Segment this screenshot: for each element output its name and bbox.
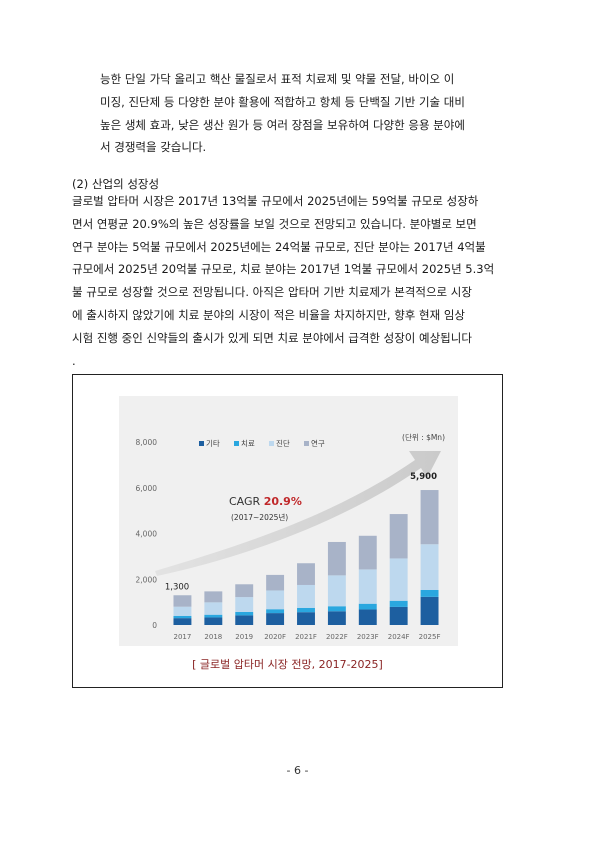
- y-tick-label: 2,000: [136, 575, 158, 584]
- bar-segment: [420, 544, 439, 591]
- paragraph-line: 서 경쟁력을 갖습니다.: [100, 140, 207, 155]
- bar-segment: [173, 606, 192, 616]
- bar-segment: [327, 541, 346, 576]
- x-tick-label: 2018: [204, 633, 222, 641]
- bar-segment: [297, 607, 315, 613]
- x-tick-label: 2019: [235, 633, 253, 641]
- bar-segment: [420, 490, 439, 545]
- bar-segment: [297, 563, 315, 585]
- bar-segment: [204, 591, 223, 603]
- paragraph-market-growth: 글로벌 압타머 시장은 2017년 13억불 규모에서 2025년에는 59억불…: [72, 190, 524, 372]
- paragraph-line: 미징, 진단제 등 다양한 분야 활용에 적합하고 항체 등 단백질 기반 기술…: [100, 94, 465, 109]
- paragraph-aptamer-advantages: 능한 단일 가닥 올리고 핵산 물질로서 표적 치료제 및 약물 전달, 바이오…: [100, 68, 504, 159]
- unit-label: (단위 : $Mn): [402, 432, 445, 442]
- bar-segment: [358, 535, 377, 570]
- legend-label: 치료: [241, 439, 255, 448]
- paragraph-line: 면서 연평균 20.9%의 높은 성장률을 보일 것으로 전망되고 있습니다. …: [72, 216, 477, 231]
- chart-panel: 8,000 6,000 4,000 2,000 0 (단위 : $Mn) 기타 치료 진단 연구 2…: [119, 396, 458, 646]
- bar-segment: [266, 609, 285, 614]
- growth-arrow: [155, 451, 441, 576]
- x-tick-label: 2017: [174, 633, 192, 641]
- paragraph-line: .: [72, 353, 76, 368]
- bar-segment: [266, 613, 285, 625]
- figure-caption: [ 글로벌 압타머 시장 전망, 2017-2025]: [192, 658, 383, 671]
- bar-segment: [235, 615, 254, 625]
- bar-segment: [204, 614, 223, 618]
- bar-segment: [389, 606, 408, 625]
- paragraph-line: 시험 진행 중인 신약들의 출시가 있게 되면 치료 분야에서 급격한 성장이 …: [72, 330, 472, 345]
- end-value-label: 5,900: [410, 472, 437, 482]
- bar-segment: [235, 597, 254, 612]
- bar-segment: [297, 584, 315, 608]
- y-tick-label: 4,000: [136, 530, 158, 539]
- y-tick-label: 8,000: [136, 438, 158, 447]
- cagr-prefix: CAGR: [229, 495, 264, 508]
- bar-segment: [358, 603, 377, 610]
- x-tick-label: 2022F: [326, 633, 348, 641]
- paragraph-line: 능한 단일 가닥 올리고 핵산 물질로서 표적 치료제 및 약물 전달, 바이오…: [100, 72, 455, 86]
- y-tick-label: 0: [152, 621, 157, 630]
- paragraph-line: 에 출시하지 않았기에 치료 분야의 시장이 적은 비율을 차지하지만, 향후 …: [72, 307, 466, 322]
- y-tick-label: 6,000: [136, 484, 158, 493]
- cagr-value: 20.9%: [264, 495, 302, 508]
- figure-box: 8,000 6,000 4,000 2,000 0 (단위 : $Mn) 기타 치료 진단 연구 2…: [72, 374, 503, 688]
- bar-segment: [358, 569, 377, 604]
- bar-segment: [266, 590, 285, 610]
- bar-segment: [389, 600, 408, 607]
- bar-segment: [389, 558, 408, 601]
- paragraph-line: 불 규모로 성장할 것으로 전망됩니다. 아직은 압타머 기반 치료제가 본격적…: [72, 285, 472, 300]
- legend-swatch: [234, 441, 239, 446]
- bar-segment: [327, 575, 346, 607]
- bar-segment: [420, 596, 439, 625]
- cagr-label: CAGR 20.9%: [229, 495, 302, 508]
- paragraph-line: 규모에서 2025년 20억불 규모로, 치료 분야는 2017년 1억불 규모…: [72, 262, 495, 277]
- bar-segment: [297, 612, 315, 625]
- bar-segment: [235, 584, 254, 598]
- bar-segment: [173, 615, 192, 619]
- legend-swatch: [304, 441, 309, 446]
- bar-segment: [204, 617, 223, 625]
- paragraph-line: 글로벌 압타머 시장은 2017년 13억불 규모에서 2025년에는 59억불…: [72, 194, 479, 208]
- page-number: - 6 -: [286, 764, 309, 777]
- paragraph-line: 높은 생체 효과, 낮은 생산 원가 등 여러 장점을 보유하여 다양한 응용 …: [100, 117, 465, 132]
- start-value-label: 1,300: [165, 582, 189, 592]
- bar-segment: [173, 595, 192, 607]
- market-forecast-chart: 8,000 6,000 4,000 2,000 0 (단위 : $Mn) 기타 치료 진단 연구 2…: [136, 432, 446, 641]
- legend-label: 진단: [276, 438, 290, 448]
- section-heading: (2) 산업의 성장성: [72, 177, 160, 191]
- x-tick-label: 2025F: [419, 633, 441, 641]
- bar-segment: [327, 611, 346, 625]
- legend-swatch: [269, 441, 274, 446]
- bar-segment: [266, 574, 285, 591]
- bar-segment: [327, 606, 346, 612]
- bar-segment: [389, 514, 408, 559]
- legend-swatch: [199, 441, 204, 446]
- legend-label: 기타: [206, 439, 220, 448]
- paragraph-line: 연구 분야는 5억불 규모에서 2025년에는 24억불 규모로, 진단 분야는…: [72, 239, 486, 254]
- x-tick-label: 2024F: [388, 633, 410, 641]
- x-tick-label: 2021F: [295, 633, 317, 641]
- bar-segment: [358, 609, 377, 625]
- cagr-period-label: (2017~2025년): [231, 512, 288, 522]
- x-tick-label: 2023F: [357, 633, 379, 641]
- x-tick-label: 2020F: [264, 633, 286, 641]
- bar-segment: [204, 602, 223, 615]
- bar-segment: [420, 590, 439, 597]
- legend-label: 연구: [311, 439, 325, 448]
- bar-segment: [235, 611, 254, 616]
- bar-segment: [173, 618, 192, 625]
